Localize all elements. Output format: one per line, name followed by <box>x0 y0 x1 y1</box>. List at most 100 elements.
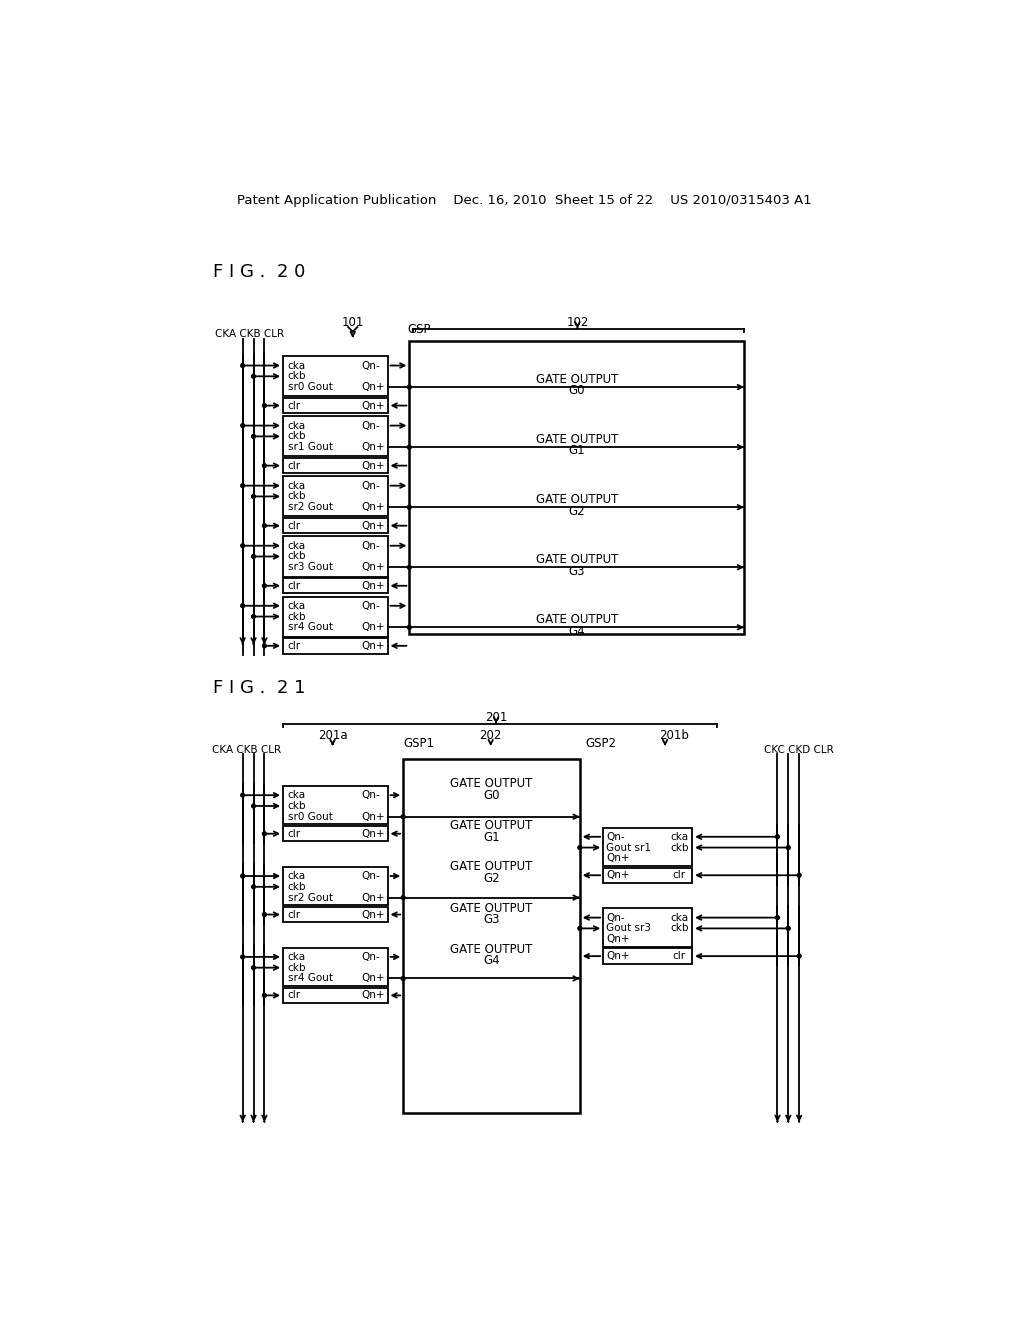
Circle shape <box>241 363 245 367</box>
Text: G3: G3 <box>483 913 500 927</box>
Text: 202: 202 <box>479 729 502 742</box>
Bar <box>283 458 388 474</box>
Bar <box>283 356 388 396</box>
Circle shape <box>798 954 801 958</box>
Text: Qn-: Qn- <box>361 952 380 962</box>
Circle shape <box>262 994 266 998</box>
Text: Qn+: Qn+ <box>361 640 385 651</box>
Text: Qn+: Qn+ <box>361 400 385 411</box>
Circle shape <box>262 832 266 836</box>
Circle shape <box>241 793 245 797</box>
Text: sr1 Gout: sr1 Gout <box>288 442 333 453</box>
Circle shape <box>262 524 266 528</box>
Text: G1: G1 <box>483 832 500 843</box>
Text: ckb: ckb <box>288 552 306 561</box>
Circle shape <box>775 916 779 920</box>
Text: sr4 Gout: sr4 Gout <box>288 973 333 983</box>
Bar <box>603 908 692 946</box>
Text: Qn-: Qn- <box>361 480 380 491</box>
Text: F I G .  2 0: F I G . 2 0 <box>213 264 305 281</box>
Text: cka: cka <box>671 832 688 842</box>
Bar <box>410 341 744 635</box>
Circle shape <box>241 603 245 607</box>
Circle shape <box>262 644 266 648</box>
Circle shape <box>252 966 255 970</box>
Text: GATE OUTPUT: GATE OUTPUT <box>451 861 532 874</box>
Text: Qn+: Qn+ <box>361 581 385 591</box>
Text: cka: cka <box>288 421 306 430</box>
Text: Qn+: Qn+ <box>361 381 385 392</box>
Bar <box>283 416 388 457</box>
Text: Qn+: Qn+ <box>361 973 385 983</box>
Text: sr2 Gout: sr2 Gout <box>288 502 333 512</box>
Text: ckb: ckb <box>288 611 306 622</box>
Text: Qn-: Qn- <box>606 912 625 923</box>
Bar <box>283 397 388 413</box>
Text: clr: clr <box>288 990 301 1001</box>
Text: GATE OUTPUT: GATE OUTPUT <box>451 820 532 833</box>
Text: Qn+: Qn+ <box>606 853 630 863</box>
Text: G1: G1 <box>568 445 585 458</box>
Text: CKC CKD CLR: CKC CKD CLR <box>764 744 834 755</box>
Circle shape <box>262 404 266 408</box>
Circle shape <box>578 846 582 850</box>
Text: Qn+: Qn+ <box>361 812 385 822</box>
Bar <box>283 477 388 516</box>
Text: Qn-: Qn- <box>361 421 380 430</box>
Circle shape <box>252 495 255 499</box>
Text: 102: 102 <box>566 315 589 329</box>
Bar <box>283 638 388 653</box>
Text: F I G .  2 1: F I G . 2 1 <box>213 680 306 697</box>
Text: cka: cka <box>288 541 306 550</box>
Circle shape <box>252 434 255 438</box>
Text: cka: cka <box>288 952 306 962</box>
Bar <box>403 759 580 1113</box>
Text: Qn-: Qn- <box>361 541 380 550</box>
Text: Qn+: Qn+ <box>361 520 385 531</box>
Circle shape <box>401 814 406 818</box>
Text: ckb: ckb <box>288 962 306 973</box>
Text: Qn+: Qn+ <box>361 909 385 920</box>
Text: clr: clr <box>288 909 301 920</box>
Text: G3: G3 <box>568 565 585 578</box>
Text: GSP1: GSP1 <box>403 737 434 750</box>
Text: clr: clr <box>672 870 685 880</box>
Circle shape <box>408 385 412 389</box>
Text: ckb: ckb <box>671 924 689 933</box>
Text: Qn-: Qn- <box>361 360 380 371</box>
Circle shape <box>401 977 406 981</box>
Circle shape <box>241 954 245 958</box>
Text: G4: G4 <box>483 954 500 968</box>
Text: GATE OUTPUT: GATE OUTPUT <box>536 553 617 566</box>
Text: Qn+: Qn+ <box>361 502 385 512</box>
Text: Qn+: Qn+ <box>361 892 385 903</box>
Text: Qn+: Qn+ <box>606 952 630 961</box>
Bar <box>283 948 388 986</box>
Bar <box>283 826 388 841</box>
Text: Qn-: Qn- <box>606 832 625 842</box>
Text: Gout sr3: Gout sr3 <box>606 924 651 933</box>
Circle shape <box>578 927 582 931</box>
Text: GATE OUTPUT: GATE OUTPUT <box>536 372 617 385</box>
Text: ckb: ckb <box>671 842 689 853</box>
Text: sr0 Gout: sr0 Gout <box>288 812 333 822</box>
Text: Qn+: Qn+ <box>361 442 385 453</box>
Text: sr0 Gout: sr0 Gout <box>288 381 333 392</box>
Text: sr4 Gout: sr4 Gout <box>288 622 333 632</box>
Text: cka: cka <box>288 791 306 800</box>
Circle shape <box>252 884 255 888</box>
Text: Qn-: Qn- <box>361 601 380 611</box>
Circle shape <box>408 626 412 630</box>
Text: cka: cka <box>671 912 688 923</box>
Text: GSP2: GSP2 <box>586 737 616 750</box>
Circle shape <box>408 445 412 449</box>
Circle shape <box>408 506 412 510</box>
Text: Qn+: Qn+ <box>361 562 385 573</box>
Bar <box>283 907 388 923</box>
Text: G4: G4 <box>568 624 585 638</box>
Text: sr2 Gout: sr2 Gout <box>288 892 333 903</box>
Bar <box>603 867 692 883</box>
Circle shape <box>401 896 406 899</box>
Text: clr: clr <box>672 952 685 961</box>
Text: 201a: 201a <box>317 729 347 742</box>
